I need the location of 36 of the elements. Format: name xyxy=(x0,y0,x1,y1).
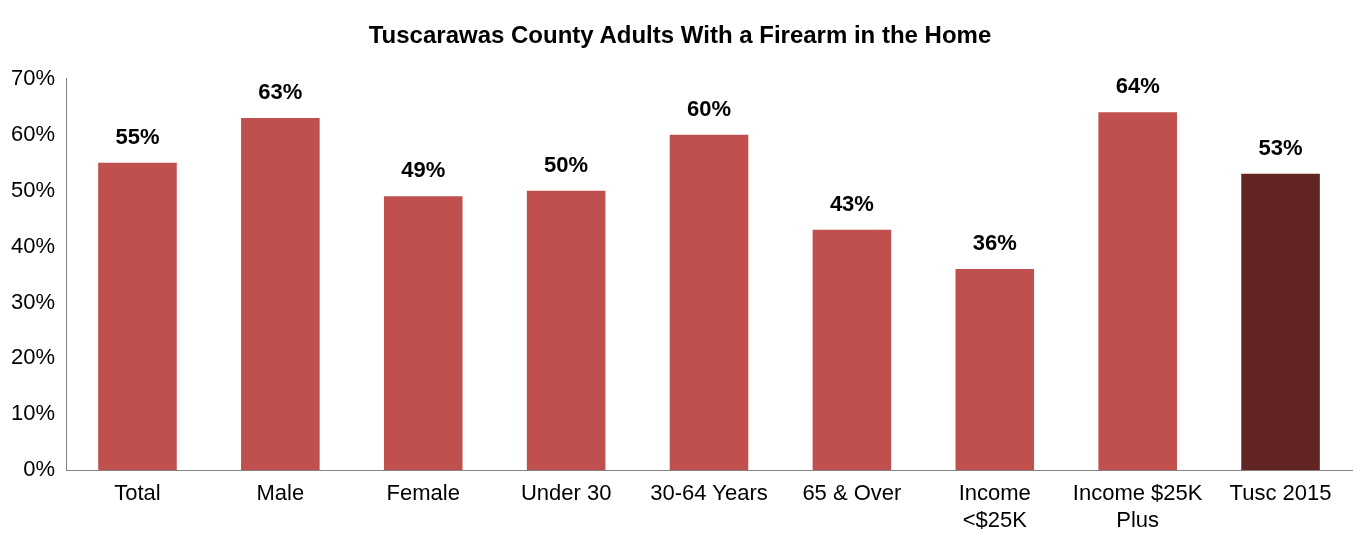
bar xyxy=(526,190,606,471)
data-label: 49% xyxy=(401,157,446,183)
bar xyxy=(1098,112,1177,471)
data-label: 60% xyxy=(686,95,732,121)
y-tick-label: 60% xyxy=(10,120,56,146)
data-label: 53% xyxy=(1258,134,1303,160)
y-tick-label: 20% xyxy=(10,344,56,370)
data-label: 43% xyxy=(829,190,874,216)
bar xyxy=(241,117,320,471)
x-tick-label: Income $25K Plus xyxy=(1072,480,1203,532)
x-tick-label: Female xyxy=(386,480,460,506)
y-tick-label: 30% xyxy=(10,288,56,314)
y-tick-label: 40% xyxy=(10,232,56,258)
x-tick-label: Tusc 2015 xyxy=(1229,480,1332,506)
x-tick-label: Male xyxy=(256,480,305,506)
bar xyxy=(955,268,1035,471)
x-tick-label: Under 30 xyxy=(520,480,612,506)
data-label: 36% xyxy=(972,229,1017,255)
chart-title: Tuscarawas County Adults With a Firearm in the Home xyxy=(368,21,992,49)
y-tick-label: 10% xyxy=(10,400,56,426)
bar xyxy=(98,162,177,471)
x-tick-label: 30-64 Years xyxy=(650,480,768,506)
bar xyxy=(812,229,892,471)
data-label: 64% xyxy=(1115,73,1160,99)
data-label: 63% xyxy=(258,79,303,104)
data-label: 55% xyxy=(115,123,160,149)
y-tick-label: 70% xyxy=(10,64,56,90)
x-tick-label: Income <$25K xyxy=(958,480,1031,532)
bar xyxy=(669,134,749,471)
bar xyxy=(1241,173,1320,471)
x-tick-label: 65 & Over xyxy=(802,480,902,506)
data-label: 50% xyxy=(544,151,589,177)
x-tick-label: Total xyxy=(114,480,161,506)
bar xyxy=(383,196,463,471)
y-tick-label: 50% xyxy=(10,176,56,202)
y-tick-label: 0% xyxy=(23,456,56,482)
